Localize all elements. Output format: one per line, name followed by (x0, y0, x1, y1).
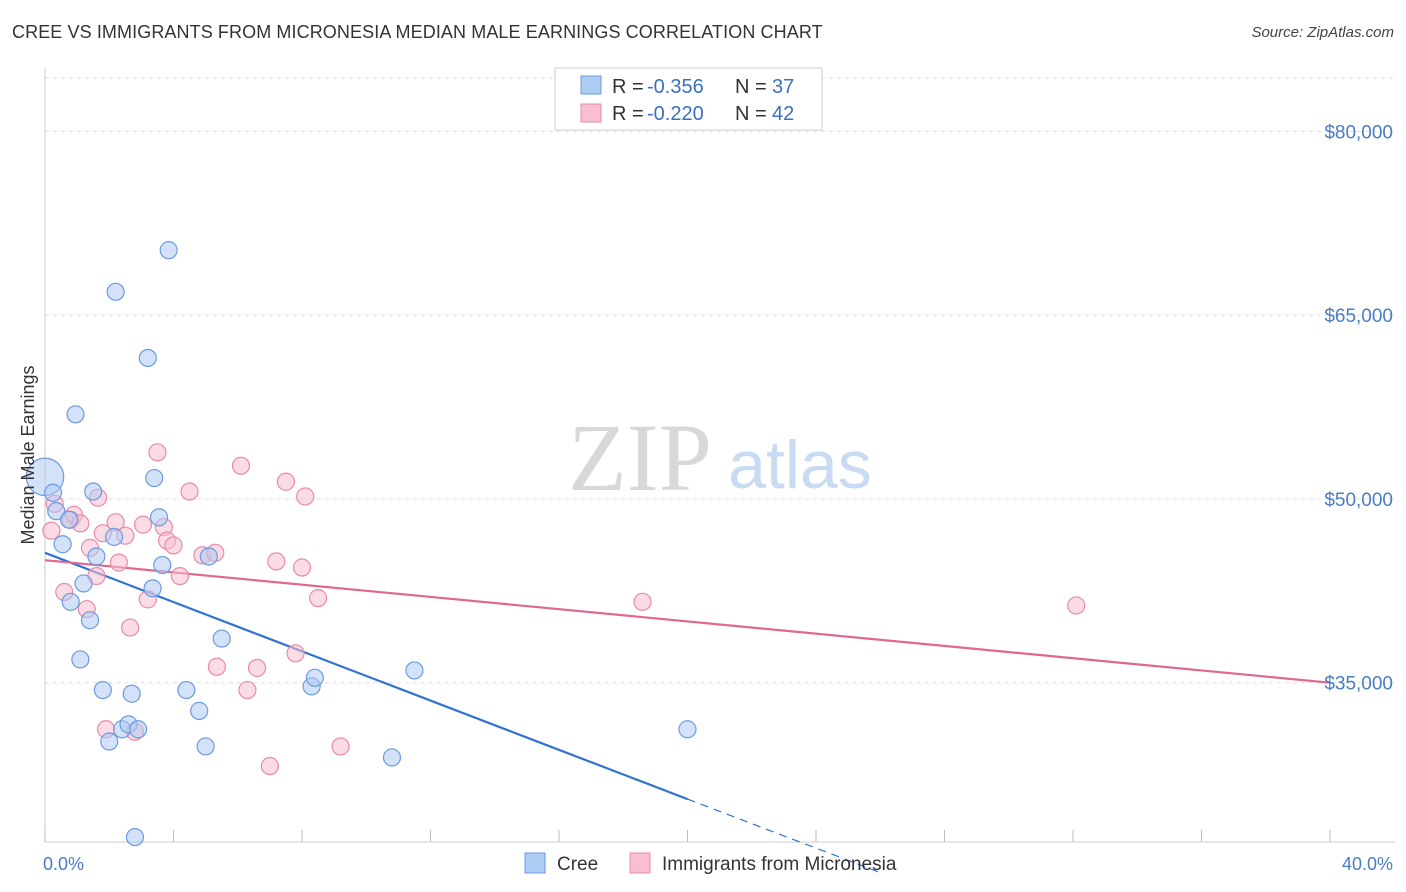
point-micronesia-37 (308, 589, 328, 608)
point-cree-19 (125, 827, 145, 847)
point-cree-9 (80, 611, 100, 630)
point-cree-31 (212, 629, 231, 648)
legend-swatch-cree (580, 75, 602, 95)
point-micronesia-32 (267, 552, 286, 571)
point-micronesia-38 (331, 737, 350, 756)
point-micronesia-29 (238, 680, 257, 700)
point-micronesia-35 (292, 558, 312, 577)
point-cree-28 (190, 701, 209, 720)
grid-lines (45, 77, 1395, 684)
point-cree-14 (104, 527, 124, 546)
point-micronesia-15 (121, 618, 140, 637)
point-cree-29 (196, 737, 215, 756)
y-tick-label-2: $50,000 (1324, 490, 1393, 511)
point-cree-12 (93, 680, 112, 700)
point-cree-13 (100, 732, 119, 751)
legend-cree-r-value: -0.356 (647, 76, 704, 98)
point-cree-11 (87, 547, 106, 566)
trend-lines (44, 551, 1331, 874)
point-micronesia-23 (170, 566, 190, 586)
point-cree-5 (61, 592, 80, 611)
point-cree-34 (382, 748, 402, 767)
legend-cree-n-value: 37 (772, 76, 794, 98)
point-cree-20 (129, 720, 148, 739)
point-cree-36 (678, 720, 697, 739)
point-micronesia-0 (42, 521, 61, 540)
legend-micronesia-n-value: 42 (772, 103, 794, 125)
legend-micronesia-r-label: R = (612, 103, 644, 125)
point-cree-18 (122, 684, 141, 703)
point-micronesia-39 (633, 592, 652, 611)
point-micronesia-33 (276, 472, 296, 491)
point-micronesia-24 (180, 482, 199, 501)
point-cree-35 (405, 661, 424, 680)
point-cree-21 (138, 348, 157, 368)
point-cree-22 (143, 579, 162, 598)
point-micronesia-27 (207, 657, 226, 676)
point-cree-27 (177, 680, 196, 700)
point-cree-23 (145, 468, 164, 488)
point-cree-2 (47, 502, 66, 521)
y-tick-label-1: $65,000 (1324, 306, 1393, 327)
y-tick-label-3: $35,000 (1324, 674, 1393, 695)
x-tick-label-0: 0.0% (43, 854, 84, 874)
series-cree-points (25, 241, 697, 847)
x-tick-labels: 0.0% 40.0% (43, 854, 1393, 874)
point-cree-6 (66, 405, 85, 424)
point-cree-8 (74, 574, 93, 593)
bottom-legend: Cree Immigrants from Micronesia (524, 852, 897, 875)
legend-swatch-micronesia (580, 103, 602, 123)
point-cree-3 (53, 535, 72, 554)
point-micronesia-31 (260, 756, 279, 776)
trend-line-micronesia (44, 559, 1331, 684)
point-micronesia-40 (1067, 596, 1086, 615)
point-micronesia-36 (296, 487, 315, 506)
watermark-zip: ZIP (568, 404, 712, 511)
y-tick-labels: $80,000 $65,000 $50,000 $35,000 (1324, 122, 1393, 694)
point-cree-26 (159, 241, 178, 260)
legend-cree-r-label: R = (612, 76, 644, 98)
point-cree-33 (305, 668, 324, 687)
point-cree-25 (153, 555, 172, 575)
bottom-legend-micronesia: Immigrants from Micronesia (662, 854, 897, 875)
chart-source: Source: ZipAtlas.com (1251, 24, 1394, 41)
trend-line-cree-extension (687, 798, 881, 874)
point-micronesia-13 (109, 553, 128, 572)
point-micronesia-22 (164, 536, 183, 555)
point-cree-30 (199, 547, 218, 566)
y-axis-label: Median Male Earnings (18, 365, 38, 544)
legend-micronesia-n-label: N = (735, 103, 767, 125)
legend-micronesia-r-value: -0.220 (647, 103, 704, 125)
point-cree-7 (71, 650, 90, 669)
watermark-atlas: atlas (728, 427, 872, 503)
point-micronesia-28 (231, 456, 251, 475)
y-tick-label-0: $80,000 (1324, 122, 1393, 143)
point-cree-10 (84, 482, 103, 501)
point-micronesia-19 (148, 443, 167, 462)
bottom-legend-swatch-micronesia (629, 852, 651, 874)
legend-box: R = -0.356 N = 37 R = -0.220 N = 42 (554, 67, 823, 131)
watermark: ZIP atlas (568, 404, 872, 511)
bottom-legend-cree: Cree (557, 854, 598, 875)
x-tick-label-1: 40.0% (1342, 854, 1393, 874)
point-cree-24 (149, 508, 169, 527)
point-cree-15 (106, 282, 125, 301)
chart-title: CREE VS IMMIGRANTS FROM MICRONESIA MEDIA… (12, 22, 823, 42)
series-micronesia-points (42, 443, 1086, 776)
axes (44, 68, 1395, 843)
point-micronesia-34 (286, 644, 305, 663)
legend-cree-n-label: N = (735, 76, 767, 98)
bottom-legend-swatch-cree (524, 852, 546, 874)
point-cree-1 (43, 483, 63, 502)
point-micronesia-17 (133, 515, 153, 534)
point-cree-4 (59, 510, 79, 529)
point-micronesia-30 (247, 658, 267, 678)
